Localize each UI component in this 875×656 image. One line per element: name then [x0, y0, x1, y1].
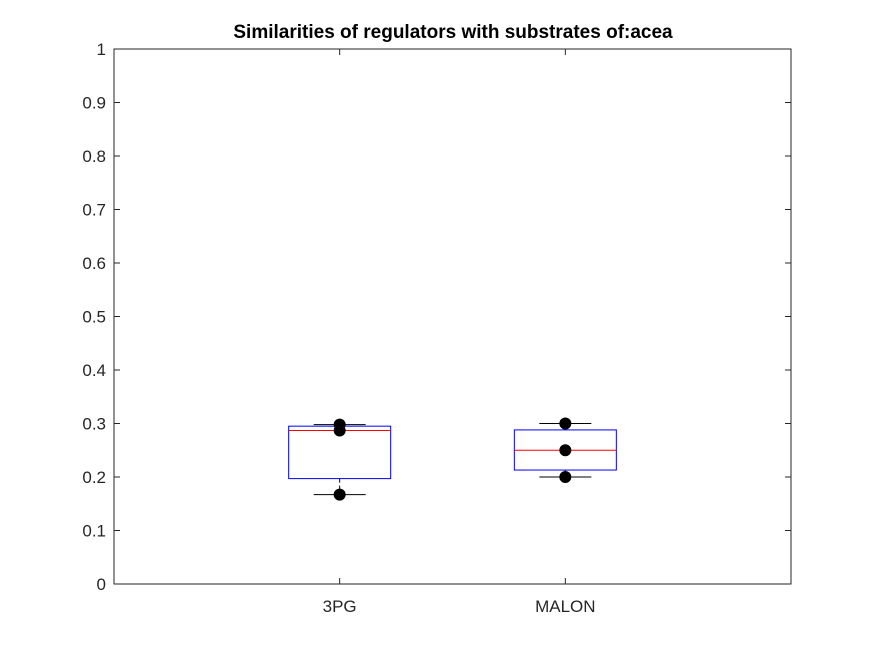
- y-tick-label: 0: [97, 575, 106, 594]
- y-tick-label: 0.1: [82, 522, 106, 541]
- data-point: [559, 417, 572, 430]
- plot-area: 0 0.1 0.2 0.3 0.4 0.5 0.6 0.7 0.8 0.9 1 3PG MALON: [82, 40, 792, 616]
- chart-title: Similarities of regulators with substrat…: [233, 22, 673, 43]
- data-point: [333, 488, 346, 501]
- x-tick-label: 3PG: [323, 597, 357, 616]
- y-tick-label: 0.9: [82, 94, 106, 113]
- x-tick-label: MALON: [535, 597, 595, 616]
- y-tick-label: 0.4: [82, 361, 106, 380]
- data-point: [559, 471, 572, 483]
- y-tick-label: 0.6: [82, 254, 106, 273]
- axes-box: [113, 48, 792, 585]
- data-point: [333, 418, 346, 431]
- y-tick-label: 0.5: [82, 308, 106, 327]
- y-tick-label: 0.7: [82, 201, 106, 220]
- y-tick-label: 0.2: [82, 468, 106, 487]
- y-tick-label: 0.3: [82, 415, 106, 434]
- y-tick-label: 1: [97, 40, 106, 59]
- y-tick-label: 0.8: [82, 147, 106, 166]
- data-point: [559, 444, 572, 457]
